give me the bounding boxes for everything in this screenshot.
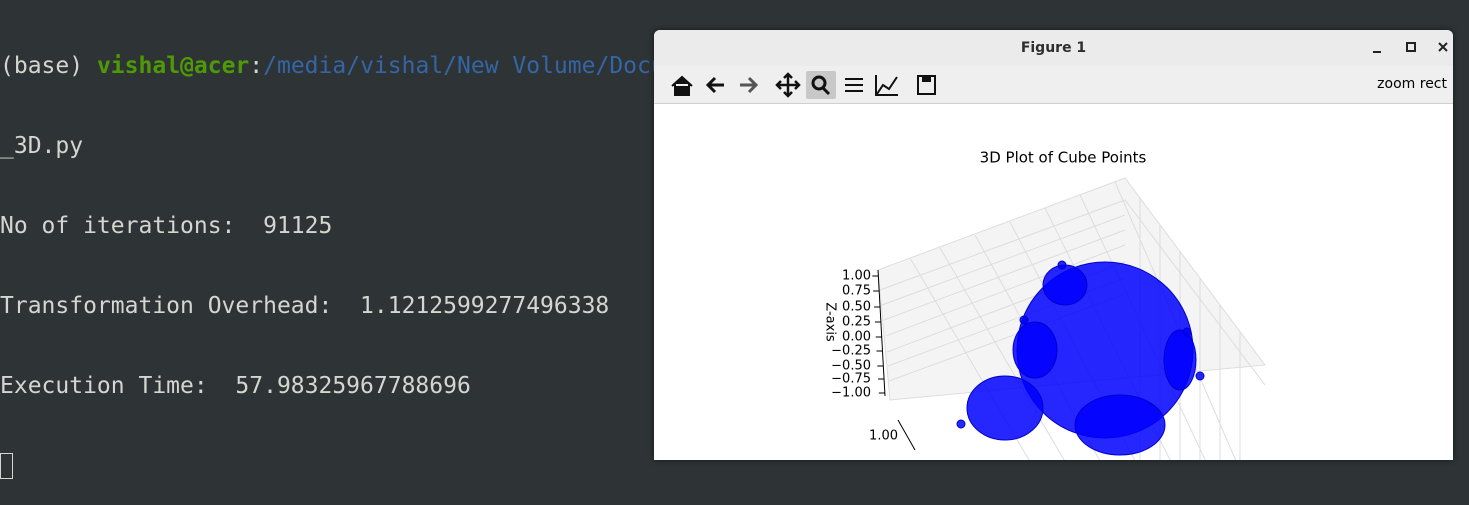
zoom-button-active[interactable] [806, 71, 836, 99]
screen: (base) vishal@acer:/media/vishal/New Vol… [0, 30, 1454, 479]
z-tick-label: 1.00 [842, 269, 871, 284]
window-title: Figure 1 [1020, 40, 1087, 56]
pan-button[interactable] [775, 72, 801, 98]
z-tick-label: 0.75 [842, 284, 871, 299]
toolbar-mode: zoom rect [1377, 76, 1447, 92]
scatter-points [956, 260, 1205, 456]
user-host: vishal@acer [96, 53, 250, 79]
plot: 3D Plot of Cube Points Z-axis 1.000.750.… [823, 149, 1266, 460]
z-tick-label: −0.75 [831, 372, 871, 387]
output-line: Transformation Overhead: 1.1212599277496… [0, 293, 610, 319]
z-tick-label: 0.50 [842, 300, 871, 315]
z-tick-label: 0.25 [842, 315, 871, 330]
z-tick-label: 0.00 [842, 330, 871, 345]
env: (base) [0, 53, 84, 79]
back-button[interactable] [705, 76, 724, 94]
z-tick-label: −0.25 [831, 344, 871, 359]
z-tick-label: −0.50 [831, 359, 871, 374]
z-ticks: 1.000.750.500.250.00−0.25−0.50−0.75−1.00 [831, 269, 885, 401]
output-line: No of iterations: 91125 [0, 213, 333, 239]
cursor [0, 453, 13, 479]
forward-button[interactable] [740, 76, 759, 94]
z-axis-label: Z-axis [823, 302, 838, 342]
output-line: Execution Time: 57.98325967788696 [0, 373, 471, 399]
save-icon [922, 76, 931, 82]
toolbar: zoom rect [654, 66, 1453, 104]
close-button[interactable] [1438, 42, 1448, 52]
separator: : [249, 53, 264, 79]
title-bar: Figure 1 [654, 30, 1453, 66]
toolbar-icons [671, 71, 936, 99]
y-tick-label: 1.00 [869, 429, 898, 444]
figure-window: Figure 1 zoom rect 3D Plot of Cube Point… [654, 30, 1453, 460]
window-controls [1373, 42, 1448, 53]
plot-area: 3D Plot of Cube Points Z-axis 1.000.750.… [823, 149, 1266, 460]
zoom-icon [821, 86, 831, 96]
zoom-icon [811, 75, 827, 91]
home-button[interactable] [671, 75, 693, 96]
maximize-button[interactable] [1406, 42, 1416, 52]
output-line: _3D.py [0, 133, 84, 159]
plot-title: 3D Plot of Cube Points [980, 149, 1147, 167]
z-tick-label: −1.00 [831, 386, 871, 401]
subplots-button[interactable] [845, 78, 863, 92]
axes-button[interactable] [875, 75, 898, 96]
